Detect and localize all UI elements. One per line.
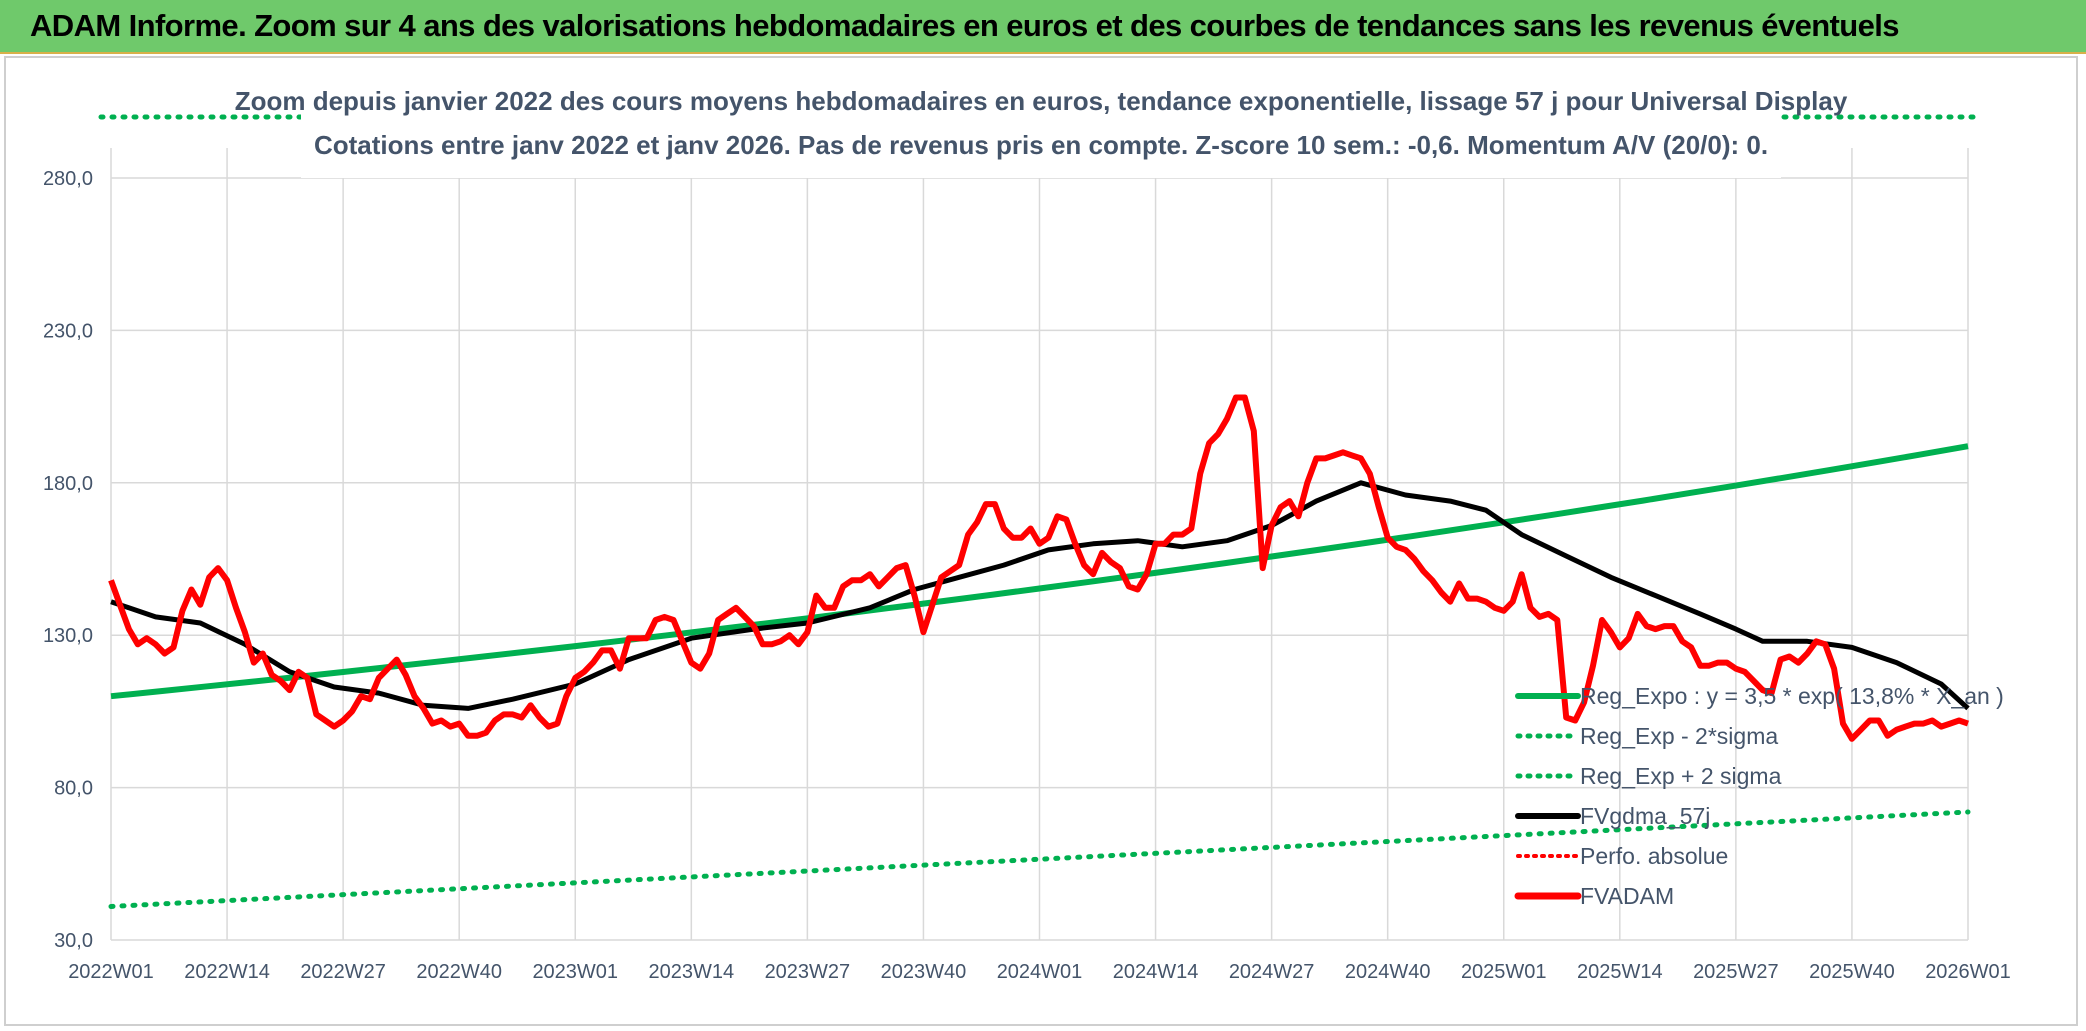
y-tick-label: 280,0: [43, 168, 93, 190]
x-tick-label: 2023W14: [649, 961, 735, 983]
x-tick-label: 2024W01: [997, 961, 1083, 983]
chart-title: Zoom depuis janvier 2022 des cours moyen…: [235, 86, 1848, 160]
y-tick-label: 30,0: [54, 930, 93, 952]
page-title: ADAM Informe. Zoom sur 4 ans des valoris…: [30, 8, 1900, 43]
x-tick-label: 2025W01: [1461, 961, 1547, 983]
series-fvadam: [108, 394, 1969, 742]
title-backdrop: [301, 78, 1781, 178]
legend-label-reg_minus: Reg_Exp - 2*sigma: [1580, 723, 1778, 749]
series-layer: [98, 78, 1981, 909]
legend-label-perfo: Perfo. absolue: [1580, 843, 1728, 869]
legend-label-reg_exp: Reg_Expo : y = 3,5 * exp( 13,8% * X_an ): [1580, 683, 2004, 709]
chart-subtitle-line: Cotations entre janv 2022 et janv 2026. …: [314, 130, 1768, 160]
series-reg-exp: [110, 443, 1969, 700]
header-banner: ADAM Informe. Zoom sur 4 ans des valoris…: [0, 0, 2086, 54]
x-tick-label: 2023W27: [765, 961, 851, 983]
series-reg-minus: [108, 809, 1971, 909]
chart-subtitle-line: Zoom depuis janvier 2022 des cours moyen…: [235, 86, 1848, 116]
chart-area: 2022W01 2022W14 2022W27 2022W40 2023W01 2023W…: [4, 56, 2078, 1026]
x-tick-label: 2023W40: [881, 961, 967, 983]
legend-label-fvgdma: FVgdma_57j: [1580, 803, 1710, 829]
x-tick-label: 2022W40: [416, 961, 502, 983]
line-chart: 2022W01 2022W14 2022W27 2022W40 2023W01 2023W…: [43, 78, 2011, 983]
x-tick-label: 2025W27: [1693, 961, 1779, 983]
y-tick-label: 230,0: [43, 320, 93, 342]
x-tick-label: 2025W14: [1577, 961, 1663, 983]
x-tick-label: 2022W01: [68, 961, 154, 983]
legend-label-fvadam: FVADAM: [1580, 883, 1674, 909]
y-tick-label: 80,0: [54, 778, 93, 800]
x-tick-label: 2026W01: [1925, 961, 2011, 983]
x-tick-label: 2024W27: [1229, 961, 1315, 983]
x-tick-label: 2022W27: [300, 961, 386, 983]
y-tick-label: 180,0: [43, 473, 93, 495]
y-axis: 30,0 80,0 130,0 180,0 230,0 280,0: [43, 168, 93, 952]
x-tick-label: 2025W40: [1809, 961, 1895, 983]
x-axis: 2022W01 2022W14 2022W27 2022W40 2023W01 2023W…: [68, 961, 2011, 983]
x-tick-label: 2022W14: [184, 961, 270, 983]
y-tick-label: 130,0: [43, 625, 93, 647]
x-tick-label: 2023W01: [532, 961, 618, 983]
chart-legend: Reg_Expo : y = 3,5 * exp( 13,8% * X_an )…: [1514, 683, 2004, 909]
x-tick-label: 2024W40: [1345, 961, 1431, 983]
legend-label-reg_plus: Reg_Exp + 2 sigma: [1580, 763, 1782, 789]
x-tick-label: 2024W14: [1113, 961, 1199, 983]
